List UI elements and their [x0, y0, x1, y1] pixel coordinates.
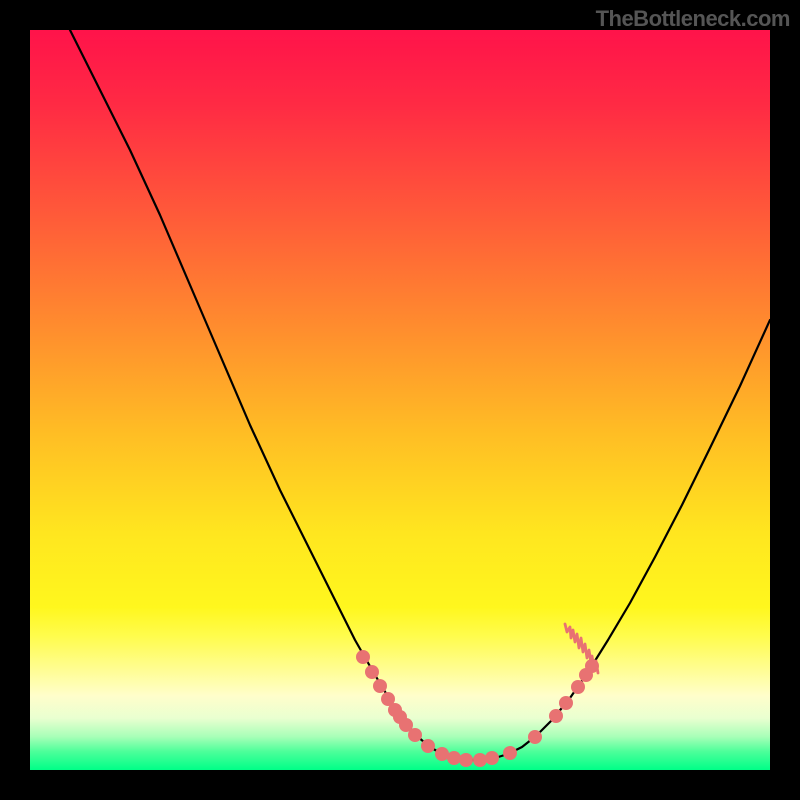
watermark-text: TheBottleneck.com — [596, 6, 790, 32]
curve-marker — [559, 696, 573, 710]
curve-marker — [421, 739, 435, 753]
curve-marker — [373, 679, 387, 693]
curve-marker — [408, 728, 422, 742]
curve-marker — [447, 751, 461, 765]
curve-marker — [571, 680, 585, 694]
curve-markers — [356, 650, 599, 767]
curve-marker — [503, 746, 517, 760]
curve-marker — [459, 753, 473, 767]
chart-frame: TheBottleneck.com — [0, 0, 800, 800]
plot-area — [30, 30, 770, 770]
bottleneck-curve — [30, 30, 770, 770]
curve-marker — [356, 650, 370, 664]
curve-marker — [528, 730, 542, 744]
curve-marker — [435, 747, 449, 761]
curve-marker — [485, 751, 499, 765]
curve-line — [70, 30, 770, 760]
curve-marker — [365, 665, 379, 679]
curve-marker — [473, 753, 487, 767]
curve-marker — [549, 709, 563, 723]
curve-marker — [585, 659, 599, 673]
